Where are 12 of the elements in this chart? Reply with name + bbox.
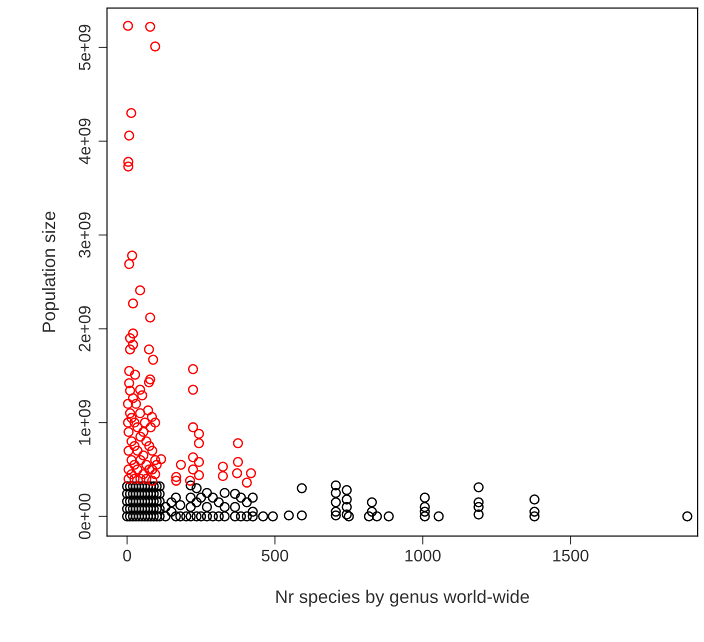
y-tick-label: 4e+09 bbox=[78, 118, 91, 164]
x-axis-title: Nr species by genus world-wide bbox=[276, 590, 529, 607]
y-tick-label: 5e+09 bbox=[78, 24, 91, 70]
x-tick-label: 0 bbox=[123, 550, 132, 562]
y-tick-label: 1e+09 bbox=[78, 400, 91, 445]
x-tick-label: 1000 bbox=[405, 550, 441, 562]
y-axis-title: Population size bbox=[42, 212, 59, 332]
y-tick-label: 0e+00 bbox=[78, 494, 91, 540]
y-tick-label: 3e+09 bbox=[78, 212, 91, 258]
x-tick-label: 500 bbox=[262, 550, 288, 562]
y-tick-label: 2e+09 bbox=[78, 306, 91, 352]
x-tick-label: 1500 bbox=[553, 550, 588, 562]
